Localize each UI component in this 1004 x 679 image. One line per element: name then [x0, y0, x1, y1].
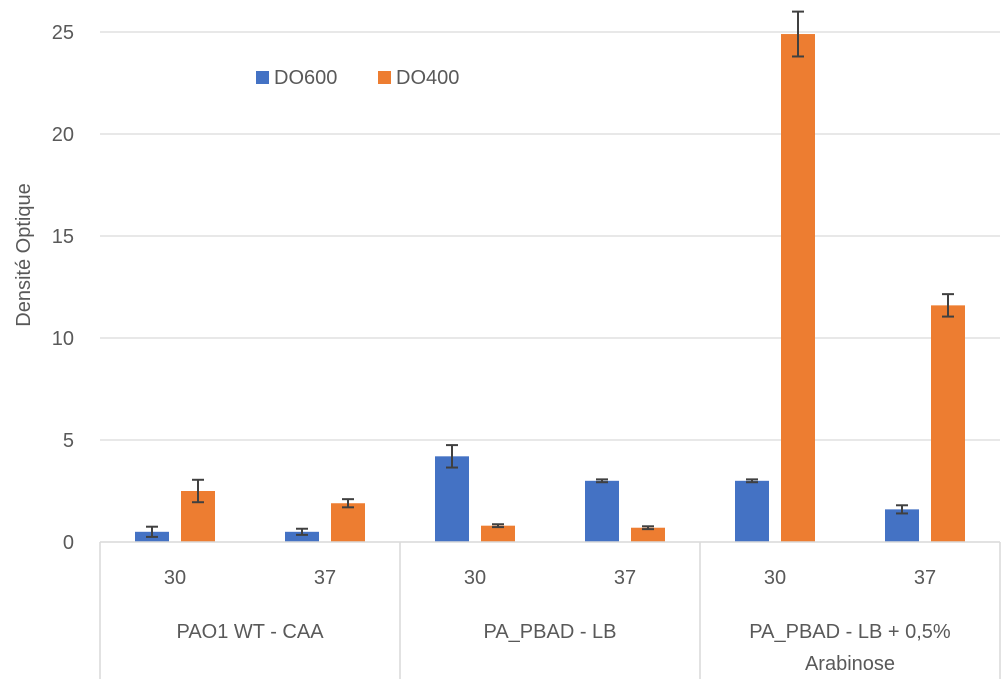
- y-tick-label: 0: [63, 532, 74, 554]
- group-label: PA_PBAD - LB + 0,5%: [749, 621, 951, 643]
- bar-do400: [481, 525, 515, 542]
- bar-do600: [585, 480, 619, 542]
- legend: DO600 DO400: [256, 67, 459, 89]
- x-tick-label: 30: [464, 567, 486, 589]
- bars: [135, 34, 965, 542]
- gridlines: [100, 31, 1000, 441]
- y-tick-label: 20: [52, 124, 74, 146]
- bar-do400: [931, 305, 965, 542]
- legend-label-do400: DO400: [396, 67, 459, 89]
- bar-do400: [781, 34, 815, 542]
- x-axis: 30 37 30 37 30 37 PAO1 WT - CAA PA_PBAD - LB PA_…: [99, 541, 1001, 679]
- y-tick-label: 25: [52, 22, 74, 44]
- x-tick-label: 30: [164, 567, 186, 589]
- legend-swatch-do600: [256, 71, 269, 84]
- x-tick-label: 37: [314, 567, 336, 589]
- x-tick-label: 37: [914, 567, 936, 589]
- x-tick-label: 37: [614, 567, 636, 589]
- bar-do400: [631, 527, 665, 542]
- legend-swatch-do400: [378, 71, 391, 84]
- bar-do400: [331, 503, 365, 542]
- group-label: PAO1 WT - CAA: [176, 621, 324, 643]
- y-tick-label: 15: [52, 226, 74, 248]
- error-bars: [146, 10, 954, 538]
- legend-label-do600: DO600: [274, 67, 337, 89]
- bar-do600: [435, 456, 469, 542]
- group-label: Arabinose: [805, 653, 895, 675]
- bar-do600: [285, 531, 319, 542]
- y-axis-ticks: 0 5 10 15 20 25: [52, 22, 74, 554]
- y-tick-label: 10: [52, 328, 74, 350]
- y-axis-label: Densité Optique: [13, 183, 35, 326]
- bar-do600: [735, 480, 769, 542]
- group-label: PA_PBAD - LB: [483, 621, 616, 643]
- x-tick-label: 30: [764, 567, 786, 589]
- y-tick-label: 5: [63, 430, 74, 452]
- bar-do600: [885, 509, 919, 542]
